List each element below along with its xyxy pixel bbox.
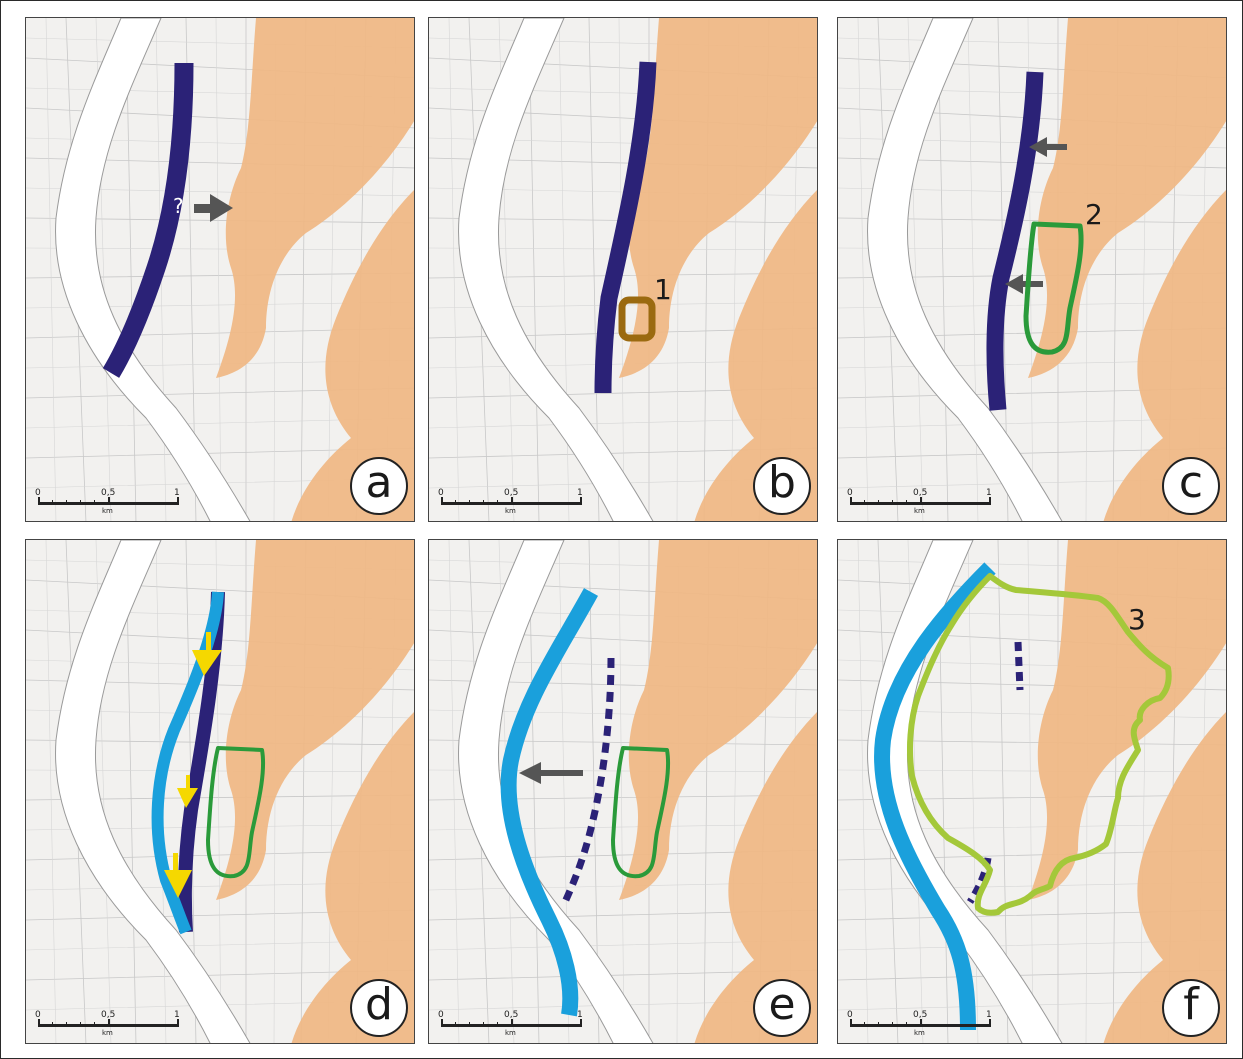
scale-bar: 0 0,5 1 km — [846, 1011, 996, 1037]
scale-tick-mid: 0,5 — [504, 488, 519, 498]
scale-tick-end: 1 — [986, 488, 992, 498]
scale-tick-end: 1 — [174, 488, 180, 498]
zone-1-label: 1 — [654, 273, 672, 306]
panel-f: 3 0 0,5 1 km f — [837, 539, 1227, 1044]
scale-tick-0: 0 — [847, 488, 853, 498]
scale-unit: km — [914, 507, 925, 515]
scale-bar: 0 0,5 1 km — [34, 489, 184, 515]
arrow-yellow-middle — [177, 775, 198, 808]
panel-label-f: f — [1162, 979, 1220, 1037]
scale-tick-mid: 0,5 — [101, 488, 116, 498]
river — [55, 540, 251, 1043]
scale-bar: 0 0,5 1 km — [34, 1011, 184, 1037]
old-wall-line-dashed — [561, 657, 615, 904]
arrow-west-upper — [1029, 137, 1067, 157]
map-panel-c — [838, 18, 1226, 521]
historic-core-lower — [694, 712, 817, 1043]
scale-tick-end: 1 — [577, 1010, 583, 1020]
scale-unit: km — [505, 1029, 516, 1037]
river — [867, 18, 1063, 521]
panel-d: 0 0,5 1 km d — [25, 539, 415, 1044]
river — [55, 18, 251, 521]
scale-tick-mid: 0,5 — [913, 488, 928, 498]
arrow-east — [194, 194, 233, 222]
old-wall-line — [986, 71, 1044, 411]
map-panel-b — [429, 18, 817, 521]
zone-2-outline — [1023, 221, 1084, 355]
panel-label-e: e — [753, 979, 811, 1037]
old-wall-fragment-upper — [1014, 641, 1024, 691]
zone-3-label: 3 — [1128, 603, 1146, 636]
scale-tick-end: 1 — [986, 1010, 992, 1020]
scale-tick-mid: 0,5 — [913, 1010, 928, 1020]
scale-tick-0: 0 — [847, 1010, 853, 1020]
historic-core-lower — [1103, 712, 1226, 1043]
zone-1-outline — [618, 296, 656, 342]
old-wall-line — [594, 61, 657, 394]
map-panel-e — [429, 540, 817, 1043]
scale-unit: km — [505, 507, 516, 515]
panel-label-c: c — [1162, 457, 1220, 515]
historic-core-lower — [694, 190, 817, 521]
historic-core-upper — [1028, 540, 1226, 900]
zone-2-label: 2 — [1085, 198, 1103, 231]
new-wall-line — [874, 562, 996, 1031]
scale-unit: km — [102, 507, 113, 515]
historic-core-upper — [619, 18, 817, 378]
historic-core-lower — [291, 712, 414, 1043]
arrow-west — [519, 762, 583, 784]
scale-tick-0: 0 — [35, 1010, 41, 1020]
old-wall-line — [102, 62, 194, 378]
scale-tick-0: 0 — [438, 488, 444, 498]
river — [458, 18, 654, 521]
panel-label-d: d — [350, 979, 408, 1037]
zone-3-outline — [907, 573, 1172, 916]
historic-core-upper — [216, 540, 414, 900]
historic-core-upper — [619, 540, 817, 900]
scale-tick-0: 0 — [438, 1010, 444, 1020]
arrow-yellow-upper — [192, 632, 222, 676]
historic-core-upper — [216, 18, 414, 378]
old-wall-fragment-lower — [967, 857, 992, 904]
map-panel-d — [26, 540, 414, 1043]
map-panel-a — [26, 18, 414, 521]
historic-core-lower — [1103, 190, 1226, 521]
map-panel-f — [838, 540, 1226, 1043]
scale-tick-mid: 0,5 — [504, 1010, 519, 1020]
historic-core-upper — [1028, 18, 1226, 378]
panel-a: ? 0 0,5 1 km a — [25, 17, 415, 522]
panel-label-b: b — [753, 457, 811, 515]
arrow-west-lower — [1005, 274, 1043, 294]
scale-bar: 0 0,5 1 km — [437, 1011, 587, 1037]
new-wall-line — [500, 588, 599, 1017]
scale-tick-end: 1 — [174, 1010, 180, 1020]
zone-2-outline — [611, 746, 671, 879]
zone-2-outline — [206, 746, 266, 879]
scale-bar: 0 0,5 1 km — [846, 489, 996, 515]
panel-e: 0 0,5 1 km e — [428, 539, 818, 1044]
scale-unit: km — [102, 1029, 113, 1037]
scale-tick-0: 0 — [35, 488, 41, 498]
scale-tick-end: 1 — [577, 488, 583, 498]
historic-core-lower — [291, 190, 414, 521]
scale-bar: 0 0,5 1 km — [437, 489, 587, 515]
scale-tick-mid: 0,5 — [101, 1010, 116, 1020]
panel-c: 2 0 0,5 1 km c — [837, 17, 1227, 522]
panel-label-a: a — [350, 457, 408, 515]
scale-unit: km — [914, 1029, 925, 1037]
question-mark: ? — [173, 194, 184, 218]
river — [458, 540, 654, 1043]
panel-b: 1 0 0,5 1 km b — [428, 17, 818, 522]
arrow-yellow-lower — [164, 853, 192, 898]
